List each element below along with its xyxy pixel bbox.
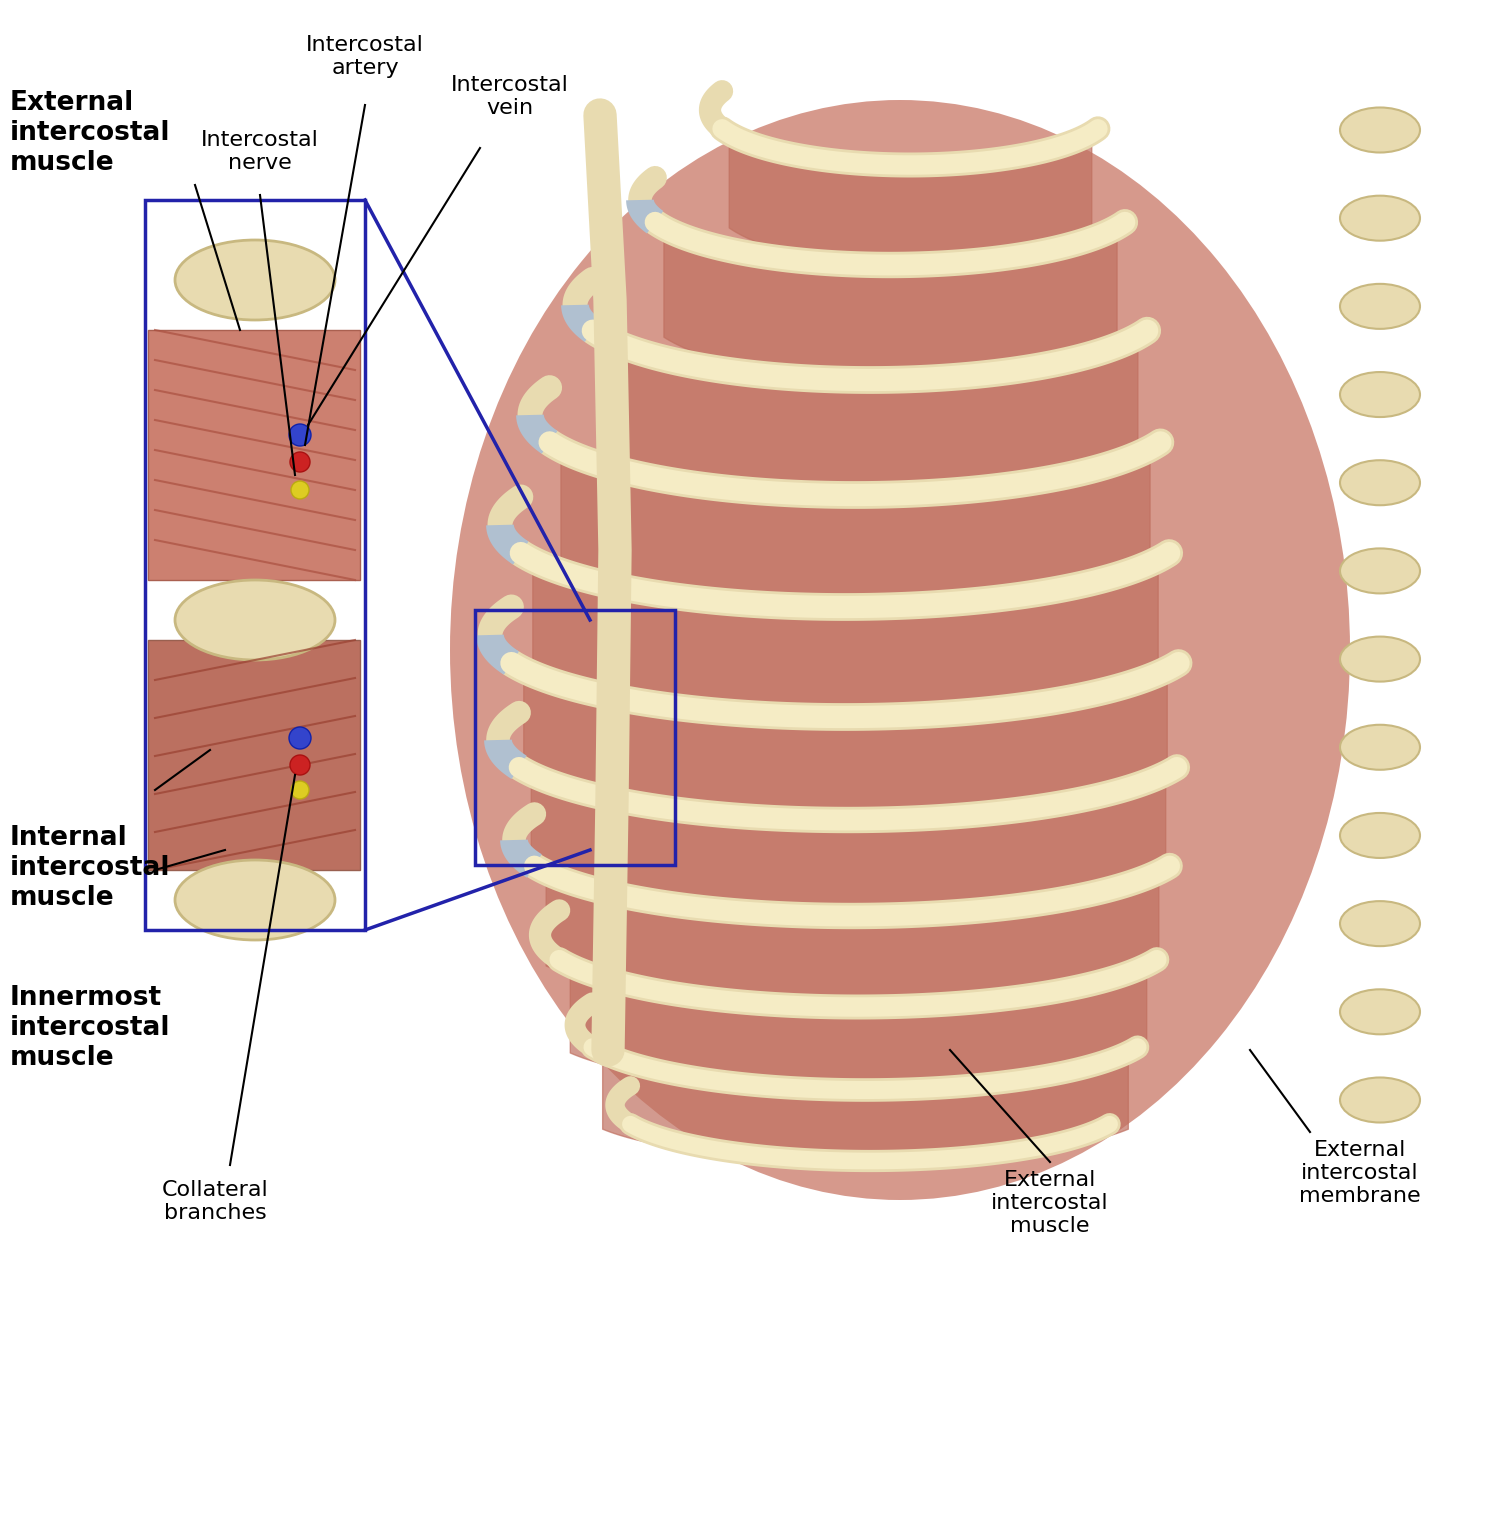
- Text: Internal
intercostal
muscle: Internal intercostal muscle: [10, 825, 171, 911]
- Ellipse shape: [176, 240, 334, 320]
- Text: External
intercostal
muscle: External intercostal muscle: [10, 91, 171, 177]
- Ellipse shape: [291, 781, 309, 799]
- PathPatch shape: [148, 330, 360, 579]
- Text: Intercostal
artery: Intercostal artery: [306, 35, 424, 78]
- Ellipse shape: [1340, 990, 1420, 1034]
- Ellipse shape: [291, 481, 309, 500]
- Ellipse shape: [290, 755, 310, 775]
- PathPatch shape: [148, 639, 360, 870]
- Ellipse shape: [450, 100, 1350, 1200]
- Ellipse shape: [176, 579, 334, 659]
- Bar: [476, 610, 675, 865]
- Ellipse shape: [1340, 549, 1420, 593]
- Ellipse shape: [1340, 284, 1420, 329]
- Text: Intercostal
nerve: Intercostal nerve: [201, 131, 320, 174]
- Ellipse shape: [176, 861, 334, 941]
- Text: Intercostal
vein: Intercostal vein: [452, 75, 568, 118]
- Ellipse shape: [290, 727, 310, 749]
- Ellipse shape: [1340, 901, 1420, 947]
- Ellipse shape: [1340, 1077, 1420, 1122]
- Ellipse shape: [1340, 813, 1420, 858]
- Text: External
intercostal
membrane: External intercostal membrane: [1299, 1140, 1420, 1207]
- Ellipse shape: [1340, 372, 1420, 417]
- Ellipse shape: [290, 452, 310, 472]
- Ellipse shape: [1340, 195, 1420, 241]
- Ellipse shape: [290, 424, 310, 446]
- Text: Innermost
intercostal
muscle: Innermost intercostal muscle: [10, 985, 171, 1071]
- Bar: [146, 200, 364, 930]
- Text: Collateral
branches: Collateral branches: [162, 1180, 268, 1223]
- Ellipse shape: [1340, 636, 1420, 681]
- Ellipse shape: [1340, 460, 1420, 506]
- Text: External
intercostal
muscle: External intercostal muscle: [992, 1170, 1108, 1236]
- Ellipse shape: [1340, 108, 1420, 152]
- Ellipse shape: [1340, 725, 1420, 770]
